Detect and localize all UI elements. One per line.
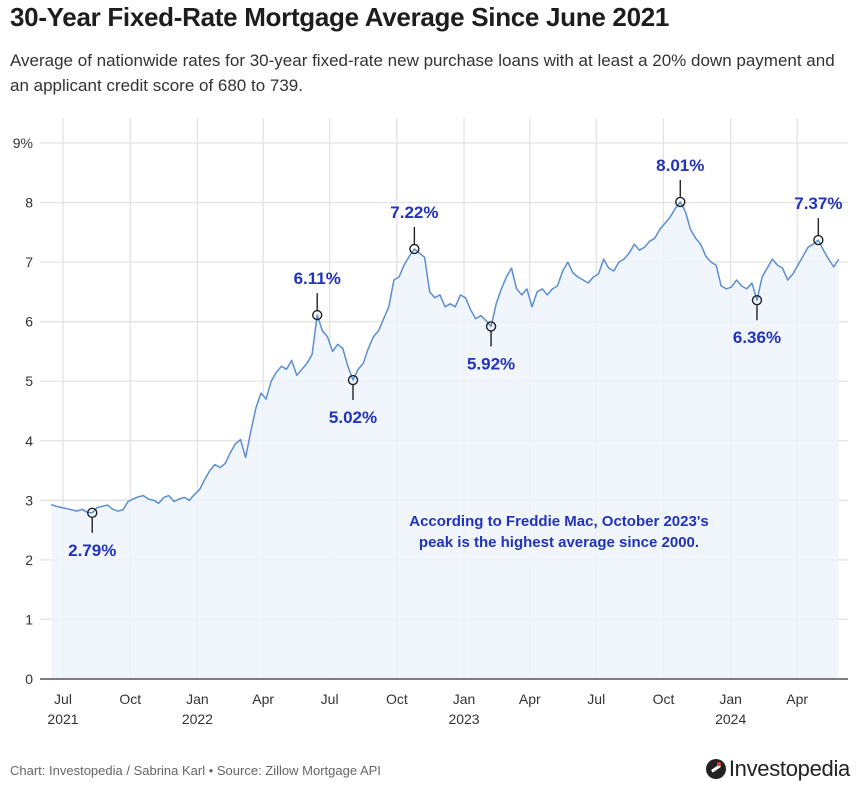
chart-credit: Chart: Investopedia / Sabrina Karl • Sou… [10, 763, 381, 778]
x-tick-label: Apr [786, 691, 808, 707]
chart-title: 30-Year Fixed-Rate Mortgage Average Sinc… [10, 2, 670, 32]
x-tick-label: Jan [186, 691, 209, 707]
x-tick-year-label: 2023 [448, 711, 479, 727]
y-tick-label: 9% [13, 135, 33, 151]
annotation-label: 7.22% [390, 203, 438, 222]
y-tick-label: 7 [25, 254, 33, 270]
chart-note-line: peak is the highest average since 2000. [419, 534, 699, 551]
chart-subtitle: Average of nationwide rates for 30-year … [10, 51, 835, 95]
annotation-label: 5.92% [467, 354, 515, 373]
y-tick-label: 4 [25, 433, 33, 449]
annotation-marker [312, 309, 323, 321]
annotation-636: 6.36% [733, 295, 781, 347]
axis-layer: 0 1 2 3 4 5 6 7 8 9% Jul 2021 Oct Jan 2022 Apr Jul Oct Jan… [13, 135, 848, 727]
investopedia-logo-icon [705, 759, 726, 779]
annotation-marker [675, 196, 686, 208]
y-tick-label: 2 [25, 552, 33, 568]
annotation-marker [87, 507, 98, 519]
x-tick-label: Jul [54, 691, 72, 707]
x-tick-label: Apr [252, 691, 274, 707]
area-layer [51, 201, 840, 679]
y-tick-label: 6 [25, 314, 33, 330]
y-tick-label: 3 [25, 492, 33, 508]
x-tick-label: Jul [587, 691, 605, 707]
x-tick-year-label: 2021 [47, 711, 78, 727]
investopedia-logo[interactable]: Investopedia [705, 756, 850, 782]
annotation-marker [485, 321, 497, 332]
annotation-label: 5.02% [329, 408, 377, 427]
y-tick-label: 8 [25, 195, 33, 211]
annotation-marker [347, 374, 359, 386]
y-tick-label: 5 [25, 373, 33, 389]
x-tick-year-label: 2024 [715, 711, 746, 727]
y-tick-label: 1 [25, 611, 33, 627]
annotation-marker [409, 243, 420, 255]
annotation-737: 7.37% [794, 194, 842, 246]
x-tick-label: Jan [719, 691, 742, 707]
annotation-722: 7.22% [390, 203, 438, 255]
annotation-label: 8.01% [656, 156, 704, 175]
annotation-label: 6.11% [294, 269, 341, 288]
annotation-279: 2.79% [68, 507, 116, 560]
chart-note-line: According to Freddie Mac, October 2023's [409, 513, 708, 530]
annotation-592: 5.92% [467, 321, 515, 373]
x-tick-label: Oct [653, 691, 675, 707]
annotation-611: 6.11% [294, 269, 341, 321]
annotation-801: 8.01% [656, 156, 704, 208]
annotation-label: 2.79% [68, 541, 116, 560]
logo-text: Investopedia [728, 756, 850, 781]
annotation-marker [751, 295, 763, 306]
y-tick-label: 0 [25, 671, 33, 687]
x-tick-label: Oct [119, 691, 141, 707]
x-tick-label: Oct [386, 691, 408, 707]
x-tick-label: Jul [321, 691, 339, 707]
annotation-502: 5.02% [329, 374, 377, 427]
x-tick-year-label: 2022 [182, 711, 213, 727]
x-tick-label: Jan [453, 691, 476, 707]
annotation-marker [813, 234, 824, 246]
note-layer: According to Freddie Mac, October 2023's… [409, 513, 708, 551]
annotation-label: 6.36% [733, 328, 781, 347]
annotation-layer: 2.79% 6.11% 5.02% 7.22% 5.92% 8.01% 6.36% 7.37% [68, 156, 842, 560]
series-area [51, 202, 839, 679]
annotation-label: 7.37% [794, 194, 842, 213]
x-tick-label: Apr [519, 691, 541, 707]
